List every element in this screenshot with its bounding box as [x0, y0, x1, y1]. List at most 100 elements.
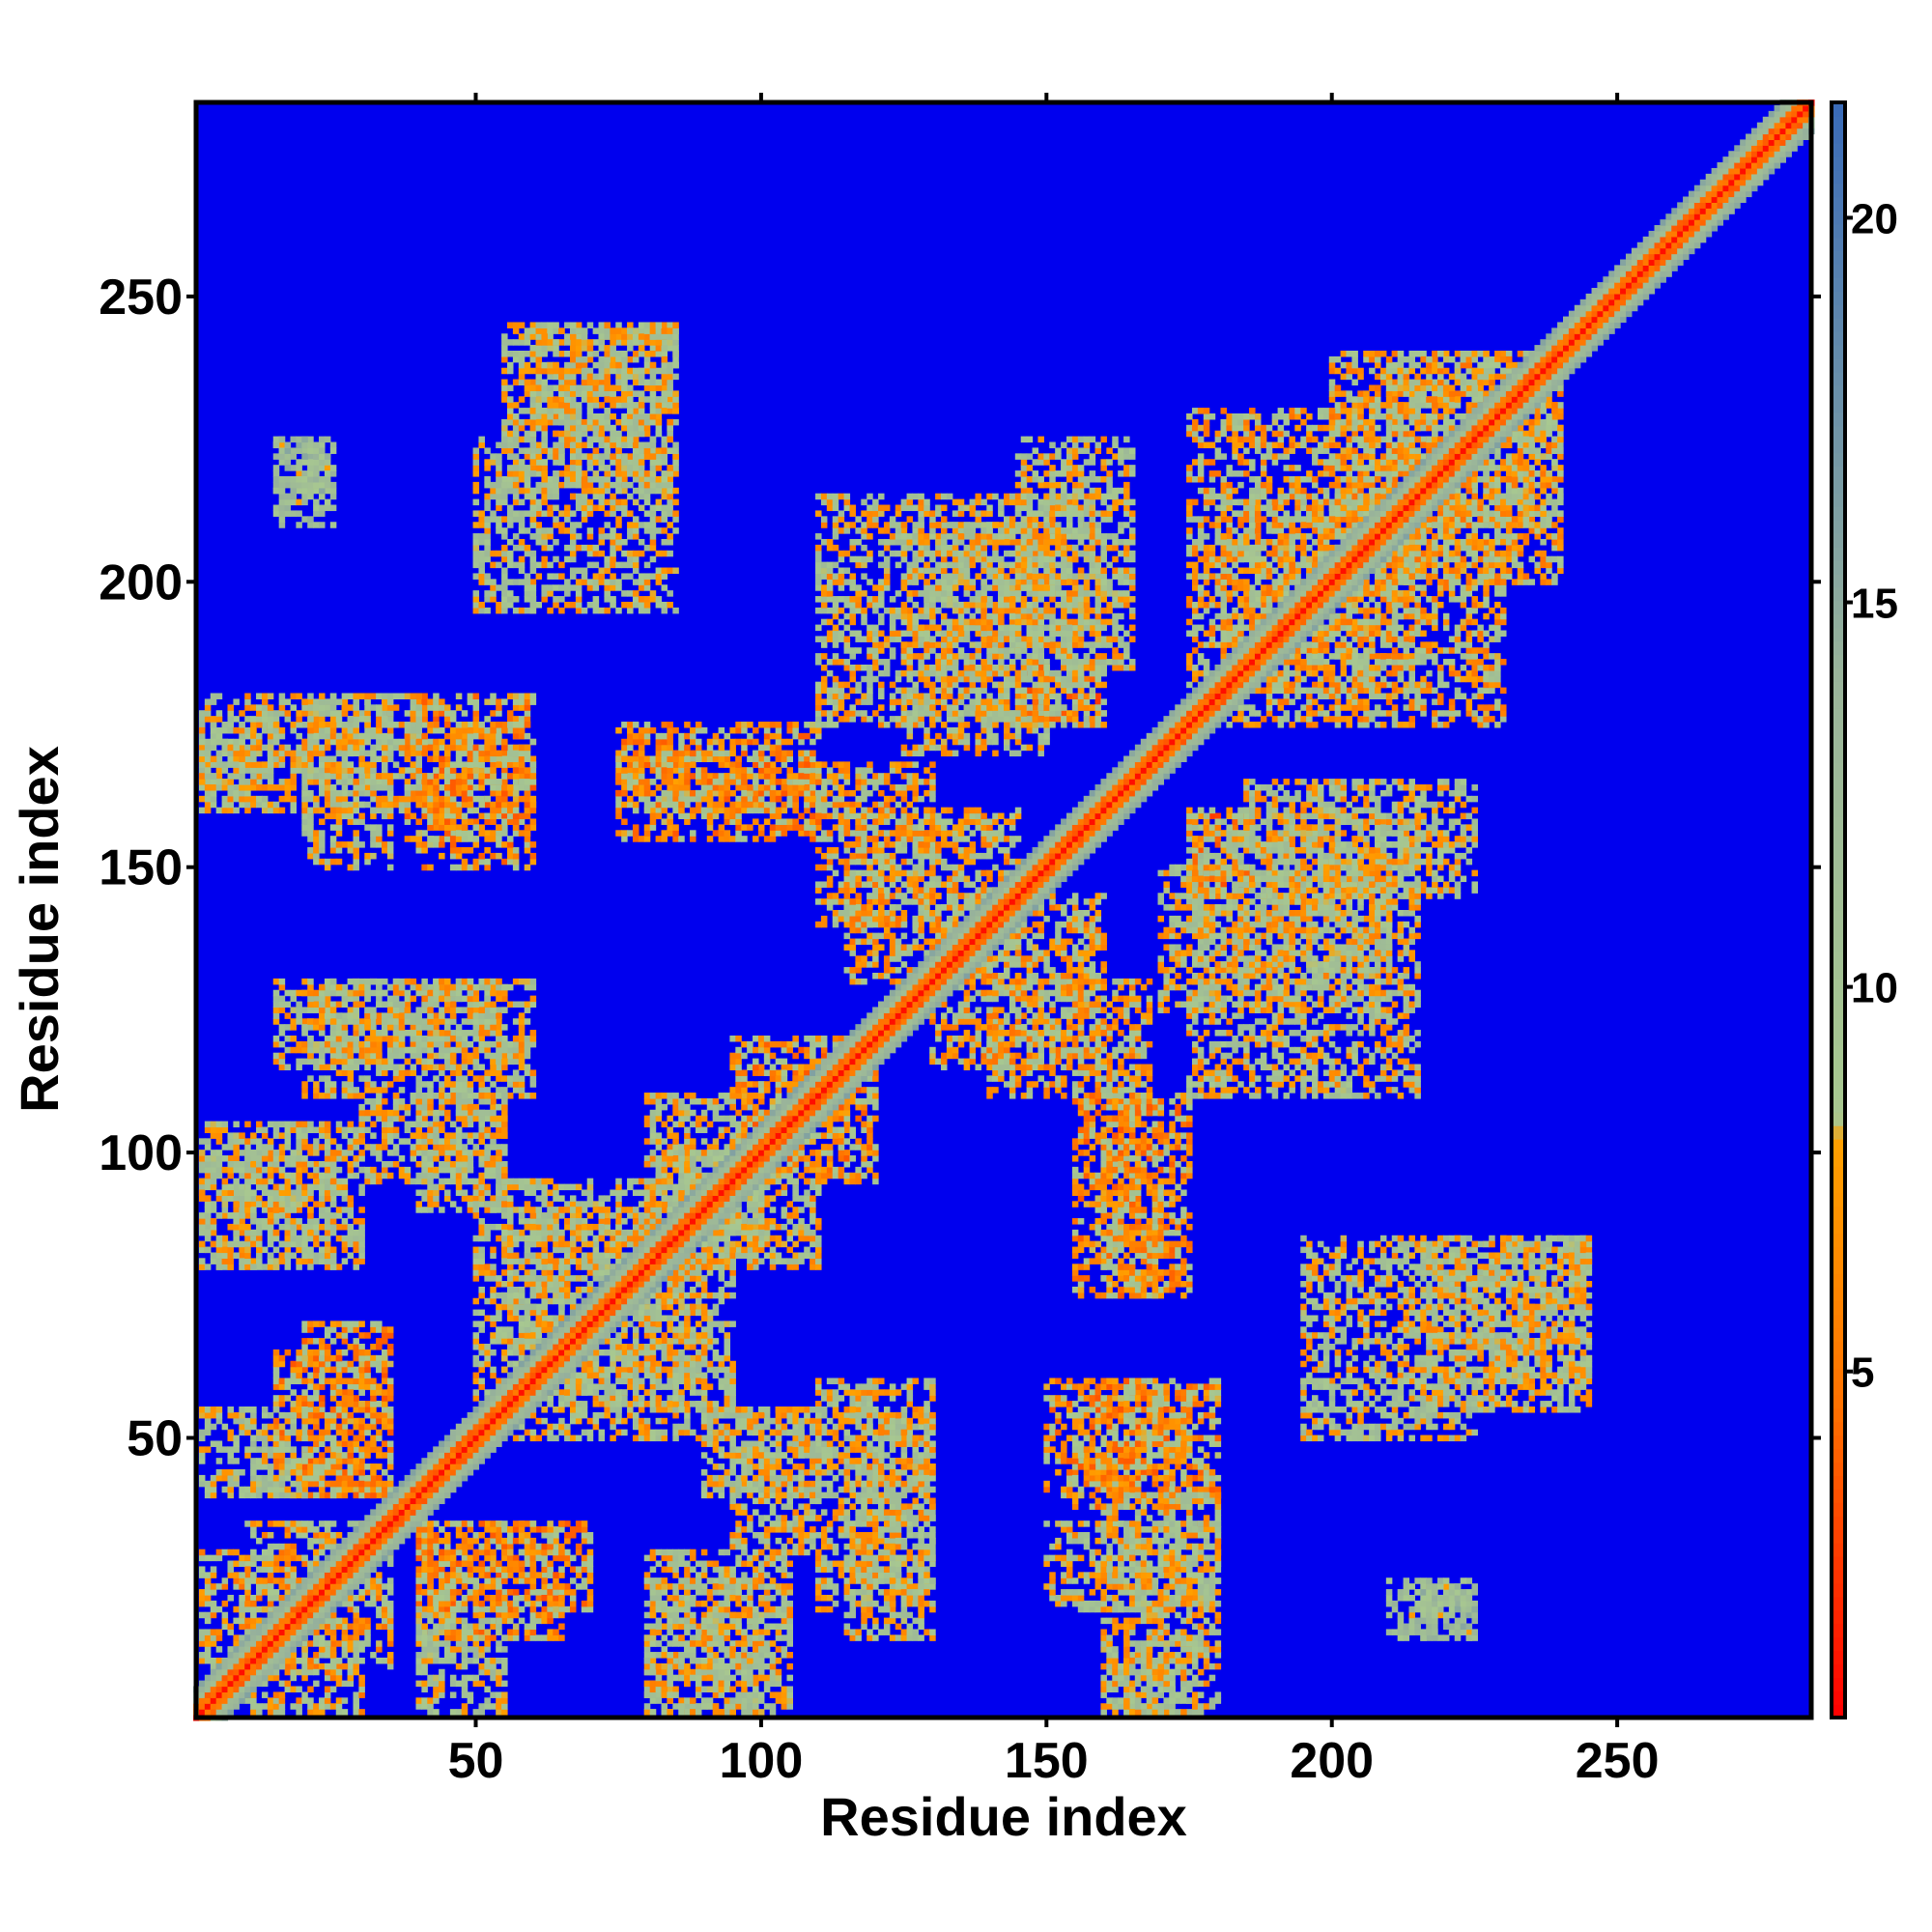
heatmap-cell — [713, 1475, 720, 1482]
heatmap-cell — [382, 1087, 388, 1094]
heatmap-cell — [256, 1127, 263, 1134]
heatmap-cell — [821, 836, 828, 842]
heatmap-cell — [1095, 1053, 1102, 1060]
heatmap-cell — [1084, 1572, 1091, 1578]
heatmap-cell — [319, 1132, 326, 1139]
heatmap-cell — [358, 1247, 365, 1254]
heatmap-cell — [1135, 1002, 1142, 1009]
heatmap-cell — [244, 755, 251, 762]
heatmap-cell — [319, 1075, 326, 1082]
heatmap-cell — [1072, 1589, 1079, 1596]
heatmap-cell — [781, 1652, 788, 1659]
heatmap-cell — [393, 1024, 400, 1031]
heatmap-cell — [468, 836, 474, 842]
heatmap-cell — [918, 1487, 924, 1493]
heatmap-cell — [233, 716, 240, 723]
heatmap-cell — [211, 1132, 217, 1139]
heatmap-cell — [342, 1127, 349, 1134]
heatmap-cell — [1106, 1002, 1113, 1009]
heatmap-cell — [290, 1189, 297, 1196]
heatmap-cell — [912, 773, 919, 780]
heatmap-cell — [890, 1487, 896, 1493]
heatmap-cell — [599, 1412, 606, 1419]
heatmap-cell — [912, 761, 919, 768]
heatmap-cell — [348, 841, 355, 848]
heatmap-cell — [439, 1081, 445, 1088]
heatmap-cell — [456, 802, 463, 809]
heatmap-cell — [336, 813, 343, 820]
heatmap-cell — [1078, 1424, 1085, 1431]
heatmap-cell — [838, 887, 845, 894]
heatmap-cell — [786, 779, 793, 785]
heatmap-cell — [1055, 1555, 1062, 1562]
heatmap-cell — [713, 1652, 720, 1659]
heatmap-cell — [478, 1189, 485, 1196]
heatmap-cell — [821, 784, 828, 791]
heatmap-cell — [1106, 1395, 1113, 1402]
heatmap-cell — [370, 1087, 377, 1094]
heatmap-cell — [244, 745, 251, 752]
heatmap-cell — [849, 1544, 856, 1550]
heatmap-cell — [216, 1167, 223, 1174]
heatmap-cell — [656, 1561, 663, 1568]
heatmap-cell — [867, 916, 873, 923]
heatmap-cell — [1209, 1389, 1216, 1396]
heatmap-cell — [587, 1430, 594, 1436]
heatmap-cell — [490, 1338, 497, 1345]
heatmap-cell — [1141, 1589, 1148, 1596]
heatmap-cell — [1152, 1218, 1159, 1225]
heatmap-cell — [427, 996, 434, 1003]
heatmap-cell — [444, 779, 451, 785]
heatmap-cell — [484, 1201, 491, 1208]
heatmap-cell — [907, 1583, 914, 1590]
heatmap-cell — [415, 1201, 422, 1208]
heatmap-cell — [907, 773, 914, 780]
heatmap-cell — [490, 1332, 497, 1339]
heatmap-cell — [1141, 1065, 1148, 1071]
heatmap-cell — [525, 1007, 531, 1013]
heatmap-cell — [764, 1629, 771, 1635]
heatmap-cell — [490, 1269, 497, 1276]
heatmap-cell — [1055, 1601, 1062, 1607]
heatmap-cell — [810, 1418, 816, 1425]
heatmap-cell — [513, 755, 520, 762]
heatmap-cell — [525, 1298, 531, 1305]
heatmap-cell — [513, 1087, 520, 1094]
heatmap-cell — [301, 818, 308, 825]
heatmap-cell — [319, 1179, 326, 1185]
heatmap-cell — [411, 1041, 417, 1048]
heatmap-cell — [496, 1047, 502, 1054]
heatmap-cell — [907, 1401, 914, 1407]
heatmap-cell — [301, 1144, 308, 1151]
heatmap-cell — [1215, 1475, 1222, 1482]
heatmap-cell — [285, 1127, 292, 1134]
heatmap-cell — [313, 1087, 320, 1094]
heatmap-cell — [342, 1184, 349, 1191]
heatmap-cell — [439, 698, 445, 705]
heatmap-cell — [1106, 1065, 1113, 1071]
heatmap-cell — [1129, 1640, 1136, 1647]
heatmap-cell — [496, 1310, 502, 1317]
heatmap-cell — [650, 1566, 657, 1573]
heatmap-cell — [992, 1087, 999, 1094]
heatmap-cell — [222, 1122, 229, 1128]
heatmap-cell — [1106, 1532, 1113, 1539]
heatmap-cell — [1100, 1024, 1107, 1031]
heatmap-cell — [1152, 1663, 1159, 1670]
heatmap-cell — [507, 716, 514, 723]
heatmap-cell — [530, 767, 537, 774]
heatmap-cell — [781, 1606, 788, 1613]
heatmap-cell — [576, 1418, 582, 1425]
heatmap-cell — [262, 1184, 269, 1191]
heatmap-cell — [456, 824, 463, 831]
heatmap-cell — [912, 887, 919, 894]
heatmap-cell — [462, 1075, 469, 1082]
heatmap-cell — [610, 1435, 616, 1442]
heatmap-cell — [1152, 1184, 1159, 1191]
heatmap-cell — [833, 796, 839, 803]
heatmap-cell — [815, 1389, 822, 1396]
heatmap-cell — [450, 830, 457, 837]
heatmap-cell — [849, 876, 856, 883]
heatmap-cell — [444, 1081, 451, 1088]
heatmap-cell — [501, 1161, 508, 1168]
